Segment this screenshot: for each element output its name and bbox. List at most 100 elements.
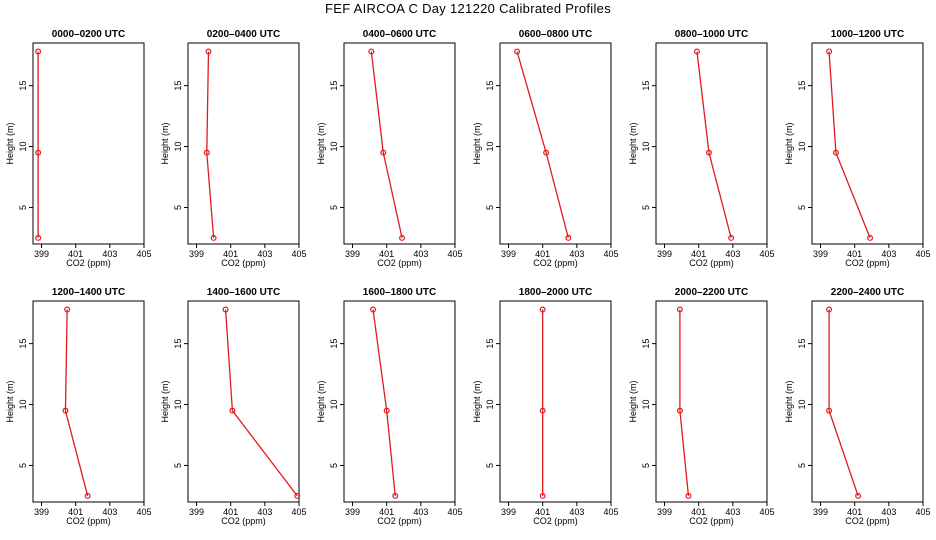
- data-point: [392, 492, 399, 499]
- panel-10: 2000–2200 UTC 399 401 403 405 5 10 15 CO2 (ppm) H…: [628, 287, 775, 526]
- data-point: [383, 407, 390, 414]
- data-point: [685, 492, 692, 499]
- x-tick-label: 405: [447, 507, 462, 517]
- y-tick-label: 5: [173, 205, 183, 210]
- panel-5: 1000–1200 UTC 399 401 403 405 5 10 15 CO2 (ppm) H…: [784, 29, 931, 268]
- plot-frame: [32, 42, 145, 245]
- data-point: [826, 48, 833, 55]
- y-axis-label: Height (m): [784, 122, 794, 164]
- y-tick-label: 10: [329, 142, 339, 152]
- data-point: [294, 492, 301, 499]
- x-axis-label: CO2 (ppm): [689, 516, 734, 526]
- y-tick-label: 10: [641, 400, 651, 410]
- x-tick-label: 401: [379, 249, 394, 259]
- x-tick-label: 399: [34, 507, 49, 517]
- x-tick-label: 403: [725, 249, 740, 259]
- y-tick-label: 5: [18, 205, 28, 210]
- panel-title: 2200–2400 UTC: [831, 287, 904, 298]
- x-tick-label: 401: [68, 249, 83, 259]
- x-axis-label: CO2 (ppm): [221, 516, 266, 526]
- panel-3: 0600–0800 UTC 399 401 403 405 5 10 15 CO2 (ppm) H…: [472, 29, 619, 268]
- data-point: [399, 234, 406, 241]
- y-tick-label: 10: [173, 142, 183, 152]
- panel-title: 1600–1800 UTC: [363, 287, 436, 298]
- panel-title: 1200–1400 UTC: [52, 287, 125, 298]
- y-tick-label: 15: [641, 81, 651, 91]
- x-tick-label: 401: [847, 507, 862, 517]
- y-tick-label: 15: [173, 81, 183, 91]
- plot-frame: [655, 300, 768, 503]
- x-tick-label: 401: [223, 507, 238, 517]
- plot-frame: [499, 300, 612, 503]
- y-axis-label: Height (m): [160, 122, 170, 164]
- plot-frame: [32, 300, 145, 503]
- x-tick-label: 403: [102, 249, 117, 259]
- data-point: [229, 407, 236, 414]
- data-point: [368, 48, 375, 55]
- data-point: [728, 234, 735, 241]
- data-point: [210, 234, 217, 241]
- x-axis-label: CO2 (ppm): [377, 258, 422, 268]
- x-tick-label: 403: [413, 249, 428, 259]
- data-point: [565, 234, 572, 241]
- plot-frame: [343, 300, 456, 503]
- y-tick-label: 5: [797, 463, 807, 468]
- y-tick-label: 5: [641, 205, 651, 210]
- y-tick-label: 10: [485, 142, 495, 152]
- data-point: [867, 234, 874, 241]
- x-tick-label: 399: [501, 507, 516, 517]
- data-point: [64, 306, 71, 313]
- y-tick-label: 15: [797, 81, 807, 91]
- panel-title: 0600–0800 UTC: [519, 29, 592, 40]
- series-line: [828, 51, 871, 239]
- x-axis-label: CO2 (ppm): [533, 258, 578, 268]
- series-line: [64, 309, 89, 497]
- panel-11: 2200–2400 UTC 399 401 403 405 5 10 15 CO2 (ppm) H…: [784, 287, 931, 526]
- y-axis-label: Height (m): [628, 122, 638, 164]
- series-line: [679, 309, 690, 496]
- x-tick-label: 401: [223, 249, 238, 259]
- y-tick-label: 10: [797, 142, 807, 152]
- y-axis-label: Height (m): [160, 380, 170, 422]
- data-point: [543, 149, 550, 156]
- x-tick-label: 401: [847, 249, 862, 259]
- x-axis-label: CO2 (ppm): [66, 258, 111, 268]
- x-tick-label: 405: [603, 249, 618, 259]
- y-tick-label: 15: [173, 339, 183, 349]
- x-tick-label: 399: [189, 249, 204, 259]
- y-tick-label: 5: [329, 205, 339, 210]
- x-axis-label: CO2 (ppm): [66, 516, 111, 526]
- data-point: [514, 48, 521, 55]
- data-point: [832, 149, 839, 156]
- x-tick-label: 399: [657, 249, 672, 259]
- series-line: [370, 51, 403, 239]
- panel-4: 0800–1000 UTC 399 401 403 405 5 10 15 CO2 (ppm) H…: [628, 29, 775, 268]
- x-axis-label: CO2 (ppm): [377, 516, 422, 526]
- data-point: [35, 234, 42, 241]
- data-point: [203, 149, 210, 156]
- y-tick-label: 5: [641, 463, 651, 468]
- x-tick-label: 401: [379, 507, 394, 517]
- x-tick-label: 401: [535, 507, 550, 517]
- data-point: [676, 407, 683, 414]
- y-axis-label: Height (m): [472, 380, 482, 422]
- x-tick-label: 403: [257, 249, 272, 259]
- y-tick-label: 15: [641, 339, 651, 349]
- x-tick-label: 403: [881, 249, 896, 259]
- y-tick-label: 10: [18, 142, 28, 152]
- y-axis-label: Height (m): [784, 380, 794, 422]
- data-point: [676, 306, 683, 313]
- data-point: [84, 492, 91, 499]
- chart-title: FEF AIRCOA C Day 121220 Calibrated Profi…: [324, 1, 612, 16]
- x-axis-label: CO2 (ppm): [689, 258, 734, 268]
- series-line: [224, 309, 298, 497]
- y-tick-label: 10: [641, 142, 651, 152]
- data-point: [62, 407, 69, 414]
- x-tick-label: 405: [291, 249, 306, 259]
- x-tick-label: 403: [102, 507, 117, 517]
- y-tick-label: 15: [485, 81, 495, 91]
- data-point: [826, 306, 833, 313]
- y-tick-label: 5: [18, 463, 28, 468]
- data-point: [539, 407, 546, 414]
